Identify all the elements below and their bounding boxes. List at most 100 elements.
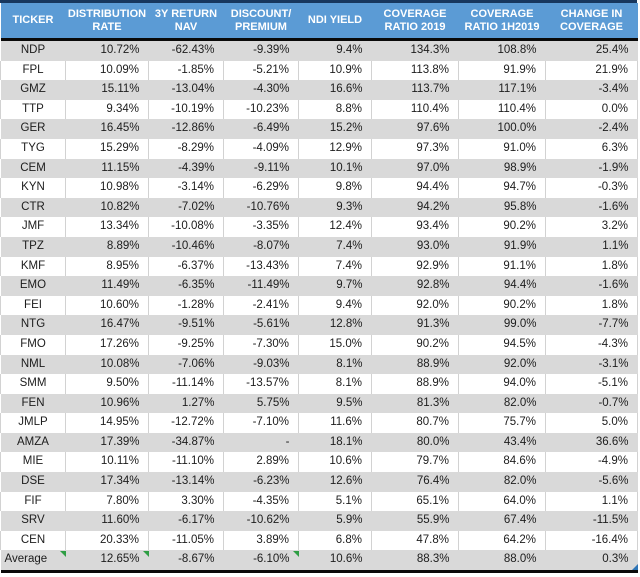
cell-distribution-rate: 17.39% — [65, 432, 149, 453]
cell-distribution-rate: 8.95% — [65, 256, 149, 277]
cell-ndi-yield: 5.1% — [298, 491, 372, 512]
cell-coverage-1h2019: 43.4% — [458, 432, 546, 453]
cell-average-coverage-1h2019: 88.0% — [458, 550, 546, 574]
cell-3y-return-nav: -1.85% — [148, 60, 224, 81]
cell-discount-premium: 5.75% — [223, 393, 299, 414]
cell-3y-return-nav: -10.19% — [148, 99, 224, 120]
cell-ndi-yield: 8.1% — [298, 354, 372, 375]
col-header-discount-premium: DISCOUNT/PREMIUM — [223, 3, 299, 41]
cell-discount-premium: -5.61% — [223, 315, 299, 335]
cell-coverage-2019: 92.9% — [371, 256, 459, 277]
table-row: TYG 15.29% -8.29% -4.09% 12.9% 97.3% 91.… — [0, 138, 638, 159]
cell-discount-premium: -5.21% — [223, 60, 299, 81]
cell-ticker: SRV — [0, 511, 66, 531]
cell-ndi-yield: 9.4% — [298, 295, 372, 316]
cell-distribution-rate: 15.11% — [65, 80, 149, 100]
cell-coverage-1h2019: 91.9% — [458, 60, 546, 81]
cell-discount-premium: -4.35% — [223, 491, 299, 512]
header-label-line: RATE — [92, 20, 122, 33]
cell-coverage-1h2019: 64.2% — [458, 530, 546, 551]
cell-coverage-2019: 113.8% — [371, 60, 459, 81]
green-flag-icon — [59, 551, 66, 558]
cell-change-in-coverage: 1.1% — [545, 236, 638, 257]
cell-coverage-2019: 88.9% — [371, 354, 459, 375]
header-label-line: 3Y RETURN — [154, 7, 218, 20]
cell-coverage-2019: 93.4% — [371, 217, 459, 237]
cell-coverage-1h2019: 91.1% — [458, 256, 546, 277]
table-row: DSE 17.34% -13.14% -6.23% 12.6% 76.4% 82… — [0, 472, 638, 492]
cell-coverage-2019: 88.9% — [371, 374, 459, 394]
cell-coverage-1h2019: 94.0% — [458, 374, 546, 394]
table-row: FIF 7.80% 3.30% -4.35% 5.1% 65.1% 64.0% … — [0, 491, 638, 512]
cell-discount-premium: -8.07% — [223, 236, 299, 257]
table-row: KMF 8.95% -6.37% -13.43% 7.4% 92.9% 91.1… — [0, 256, 638, 277]
cell-ticker: JMF — [0, 217, 66, 237]
col-header-change-in-coverage: CHANGE IN COVERAGE — [545, 3, 638, 41]
cell-coverage-2019: 80.0% — [371, 432, 459, 453]
cell-ticker: FPL — [0, 60, 66, 81]
cell-distribution-rate: 16.47% — [65, 315, 149, 335]
cell-change-in-coverage: -0.3% — [545, 178, 638, 198]
cell-ticker: NML — [0, 354, 66, 375]
cell-change-in-coverage: -4.3% — [545, 334, 638, 355]
cell-distribution-rate: 10.60% — [65, 295, 149, 316]
cell-distribution-rate: 9.50% — [65, 374, 149, 394]
cell-coverage-1h2019: 95.8% — [458, 197, 546, 218]
cell-ticker: TTP — [0, 99, 66, 120]
header-label-line: NAV — [174, 20, 198, 33]
cell-distribution-rate: 9.34% — [65, 99, 149, 120]
cell-discount-premium: -6.23% — [223, 472, 299, 492]
cell-ndi-yield: 10.1% — [298, 158, 372, 179]
cell-discount-premium: -6.29% — [223, 178, 299, 198]
cell-ticker: CEM — [0, 158, 66, 179]
cell-change-in-coverage: 1.1% — [545, 491, 638, 512]
cell-ndi-yield: 6.8% — [298, 530, 372, 551]
header-label-line: DISTRIBUTION — [67, 7, 147, 20]
cell-3y-return-nav: -6.37% — [148, 256, 224, 277]
cell-change-in-coverage: -7.7% — [545, 315, 638, 335]
cell-ticker: KYN — [0, 178, 66, 198]
cell-ticker: FIF — [0, 491, 66, 512]
header-row: TICKER DISTRIBUTION RATE 3Y RETURN NAV DIS… — [0, 3, 638, 41]
cell-change-in-coverage: 1.8% — [545, 295, 638, 316]
cell-ticker: TPZ — [0, 236, 66, 257]
header-label-line: TICKER — [12, 14, 54, 26]
cell-distribution-rate: 11.49% — [65, 276, 149, 296]
cell-coverage-1h2019: 91.0% — [458, 138, 546, 159]
cell-coverage-1h2019: 117.1% — [458, 80, 546, 100]
header-label-line: COVERAGE — [383, 7, 447, 20]
cell-distribution-rate: 20.33% — [65, 530, 149, 551]
col-header-distribution-rate: DISTRIBUTION RATE — [65, 3, 149, 41]
cell-change-in-coverage: -4.9% — [545, 452, 638, 473]
table-row: EMO 11.49% -6.35% -11.49% 9.7% 92.8% 94.… — [0, 276, 638, 296]
cell-discount-premium: -3.35% — [223, 217, 299, 237]
cell-coverage-2019: 91.3% — [371, 315, 459, 335]
cell-coverage-2019: 92.8% — [371, 276, 459, 296]
cell-ticker: CEN — [0, 530, 66, 551]
header-label-line: NDI YIELD — [307, 14, 363, 26]
cell-change-in-coverage: 5.0% — [545, 413, 638, 433]
header-label-line: RATIO 2019 — [384, 20, 446, 33]
cell-coverage-2019: 47.8% — [371, 530, 459, 551]
cell-distribution-rate: 15.29% — [65, 138, 149, 159]
cell-ndi-yield: 8.1% — [298, 374, 372, 394]
cell-ndi-yield: 5.9% — [298, 511, 372, 531]
cell-coverage-1h2019: 75.7% — [458, 413, 546, 433]
col-header-ticker: TICKER — [0, 3, 66, 41]
cell-change-in-coverage: -3.4% — [545, 80, 638, 100]
cell-coverage-2019: 110.4% — [371, 99, 459, 120]
cell-coverage-2019: 65.1% — [371, 491, 459, 512]
cell-discount-premium: 3.89% — [223, 530, 299, 551]
cell-coverage-1h2019: 99.0% — [458, 315, 546, 335]
cell-ticker: GMZ — [0, 80, 66, 100]
cell-distribution-rate: 8.89% — [65, 236, 149, 257]
header-label-line: COVERAGE — [560, 20, 623, 33]
cell-change-in-coverage: -5.1% — [545, 374, 638, 394]
header-label-line: CHANGE IN — [560, 7, 623, 20]
table-row: NDP 10.72% -62.43% -9.39% 9.4% 134.3% 10… — [0, 39, 638, 61]
cell-change-in-coverage: 0.0% — [545, 99, 638, 120]
cell-coverage-1h2019: 94.7% — [458, 178, 546, 198]
cell-3y-return-nav: -9.25% — [148, 334, 224, 355]
cell-discount-premium: -13.57% — [223, 374, 299, 394]
cell-average-coverage-2019: 88.3% — [371, 550, 459, 574]
